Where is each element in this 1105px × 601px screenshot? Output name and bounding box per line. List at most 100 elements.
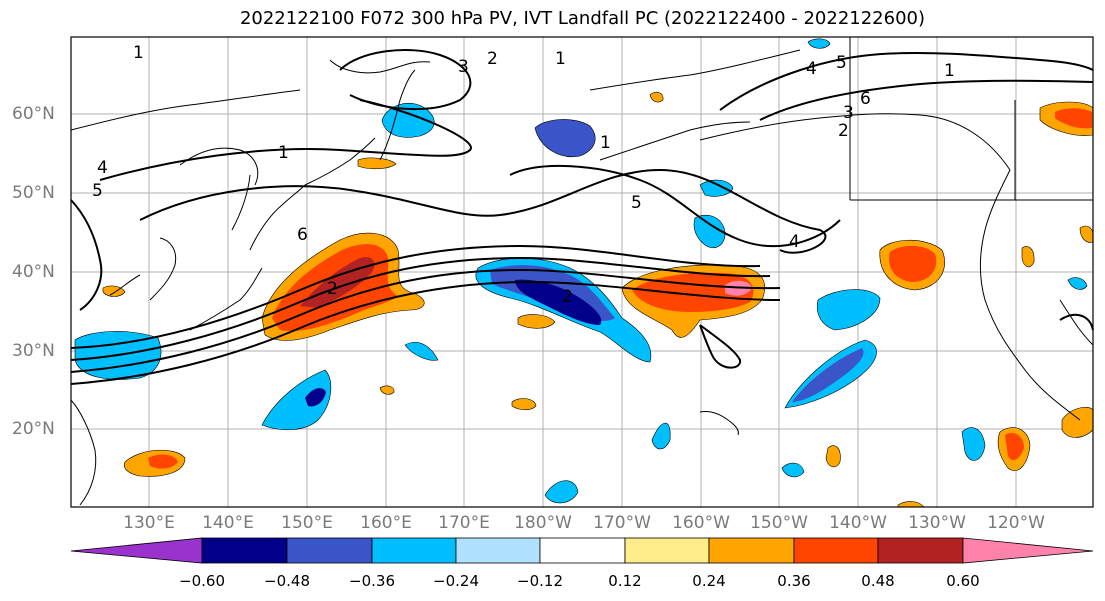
anomaly-negative-small-d bbox=[651, 422, 671, 450]
anomaly-positive-small-i bbox=[897, 501, 925, 508]
contour-label: 4 bbox=[97, 158, 108, 178]
lon-label: 140°E bbox=[202, 513, 254, 533]
anomaly-negative-small-a bbox=[693, 214, 726, 249]
lon-label: 170°E bbox=[438, 513, 490, 533]
anomaly-positive-small-j bbox=[649, 91, 664, 103]
lon-label: 180°W bbox=[514, 513, 572, 533]
contour-label: 3 bbox=[458, 57, 469, 77]
kuril-islands bbox=[304, 137, 376, 186]
china-coast bbox=[70, 399, 97, 506]
contour-label: 3 bbox=[843, 103, 854, 123]
anomaly-positive-southwest-core bbox=[148, 454, 178, 469]
lat-label: 30°N bbox=[12, 341, 55, 361]
lon-label: 130°E bbox=[123, 513, 175, 533]
contour-label: 5 bbox=[631, 193, 642, 213]
pv-contour-coast-right bbox=[1059, 313, 1094, 331]
pv-contour-low-north bbox=[339, 49, 472, 110]
anomaly-positive-small-g bbox=[1021, 246, 1035, 268]
lat-label: 20°N bbox=[12, 419, 55, 439]
anomaly-positive-small-k bbox=[379, 385, 395, 395]
north-america-coast bbox=[979, 169, 1094, 421]
colorbar-tick-label: 0.48 bbox=[861, 572, 895, 590]
kamchatka-coast bbox=[379, 69, 416, 161]
map-title: 2022122100 F072 300 hPa PV, IVT Landfall… bbox=[239, 8, 926, 29]
lon-label: 170°W bbox=[593, 513, 651, 533]
canada-border bbox=[849, 37, 1093, 201]
anomaly-positive-small-b bbox=[517, 314, 556, 329]
contour-label: 1 bbox=[600, 133, 611, 153]
lat-label: 50°N bbox=[12, 183, 55, 203]
alaska-coast bbox=[589, 49, 1011, 171]
anomaly-positive-small-a bbox=[1061, 407, 1094, 438]
colorbar-tick-label: −0.36 bbox=[349, 572, 395, 590]
contour-label: 2 bbox=[487, 49, 498, 69]
contour-label: 2 bbox=[562, 287, 573, 307]
lon-label: 160°W bbox=[672, 513, 730, 533]
anomaly-positive-small-d bbox=[825, 445, 841, 468]
anomaly-negative-small-i bbox=[1067, 277, 1088, 290]
colorbar-tick-label: 0.60 bbox=[946, 572, 980, 590]
contour-label: 1 bbox=[133, 43, 144, 63]
colorbar-tick-label: −0.24 bbox=[433, 572, 479, 590]
aleutian-islands bbox=[599, 121, 751, 161]
pv-contour-northeast-2 bbox=[759, 79, 1094, 121]
anomaly-positive-subtropical-core bbox=[889, 245, 937, 282]
anomaly-positive-coast-core bbox=[1005, 432, 1024, 461]
colorbar-tick-label: 0.24 bbox=[692, 572, 726, 590]
contour-label: 1 bbox=[555, 49, 566, 69]
anomaly-negative-small-f bbox=[961, 427, 986, 461]
anomaly-positive-small-h bbox=[1079, 225, 1094, 243]
pv-contour-jet-4 bbox=[70, 280, 781, 385]
pv-contour-northeast-1 bbox=[719, 51, 1094, 111]
anomaly-negative-west-pacific bbox=[261, 369, 332, 430]
pv-contour-upper-2 bbox=[139, 168, 827, 254]
lon-label: 120°W bbox=[987, 513, 1045, 533]
contour-label-group: 1 2 3 4 5 6 1 2 1 5 4 1 2 3 4 5 6 2 1 bbox=[92, 43, 955, 307]
contour-label: 2 bbox=[327, 279, 338, 299]
anomaly-negative-bering bbox=[534, 119, 596, 158]
russia-coast bbox=[70, 59, 431, 186]
contour-label: 4 bbox=[806, 59, 817, 79]
anomaly-negative-small-e bbox=[544, 480, 579, 504]
contour-label: 5 bbox=[836, 53, 847, 73]
colorbar-bin bbox=[877, 537, 964, 564]
lon-label: 160°E bbox=[360, 513, 412, 533]
colorbar-tick-label: 0.36 bbox=[777, 572, 811, 590]
colorbar-bin bbox=[624, 537, 710, 564]
coastlines bbox=[70, 37, 1094, 506]
pv-contours bbox=[70, 49, 1094, 385]
anomaly-positive-small-c bbox=[511, 398, 537, 411]
contour-label: 5 bbox=[92, 181, 103, 201]
contour-label: 4 bbox=[789, 232, 800, 252]
anomaly-positive-gulf-core bbox=[1055, 108, 1092, 129]
anomaly-negative-northeast-core bbox=[792, 348, 864, 402]
colorbar-tick-label: −0.60 bbox=[179, 572, 225, 590]
japan-coast bbox=[189, 174, 306, 331]
colorbar bbox=[70, 537, 1094, 564]
hawaii-islands bbox=[699, 411, 739, 436]
colorbar-extend-low bbox=[70, 537, 203, 564]
colorbar-bin bbox=[371, 537, 457, 564]
pv-contour-jet-2 bbox=[70, 256, 771, 361]
korea-coast bbox=[109, 237, 177, 301]
pv-contour-east-loop bbox=[699, 324, 742, 369]
anomaly-negative-small-h bbox=[807, 38, 831, 49]
lon-label: 140°W bbox=[829, 513, 887, 533]
anomaly-negative-small-g bbox=[781, 462, 805, 478]
pv-contour-west bbox=[70, 199, 103, 311]
colorbar-bin bbox=[201, 537, 288, 564]
lon-label: 150°W bbox=[750, 513, 808, 533]
colorbar-bin bbox=[539, 537, 626, 564]
lon-label: 150°E bbox=[281, 513, 333, 533]
lat-label: 40°N bbox=[12, 262, 55, 282]
lat-label: 60°N bbox=[12, 104, 55, 124]
colorbar-bin bbox=[286, 537, 373, 564]
pv-contour-jet-3 bbox=[70, 268, 781, 373]
colorbar-tick-label: 0.12 bbox=[608, 572, 642, 590]
colorbar-tick-label: −0.12 bbox=[517, 572, 563, 590]
anomaly-negative-small-b bbox=[699, 179, 734, 197]
pv-contour-jet-1 bbox=[70, 244, 761, 349]
map-frame bbox=[70, 36, 1094, 508]
colorbar-tick-label: −0.48 bbox=[264, 572, 310, 590]
